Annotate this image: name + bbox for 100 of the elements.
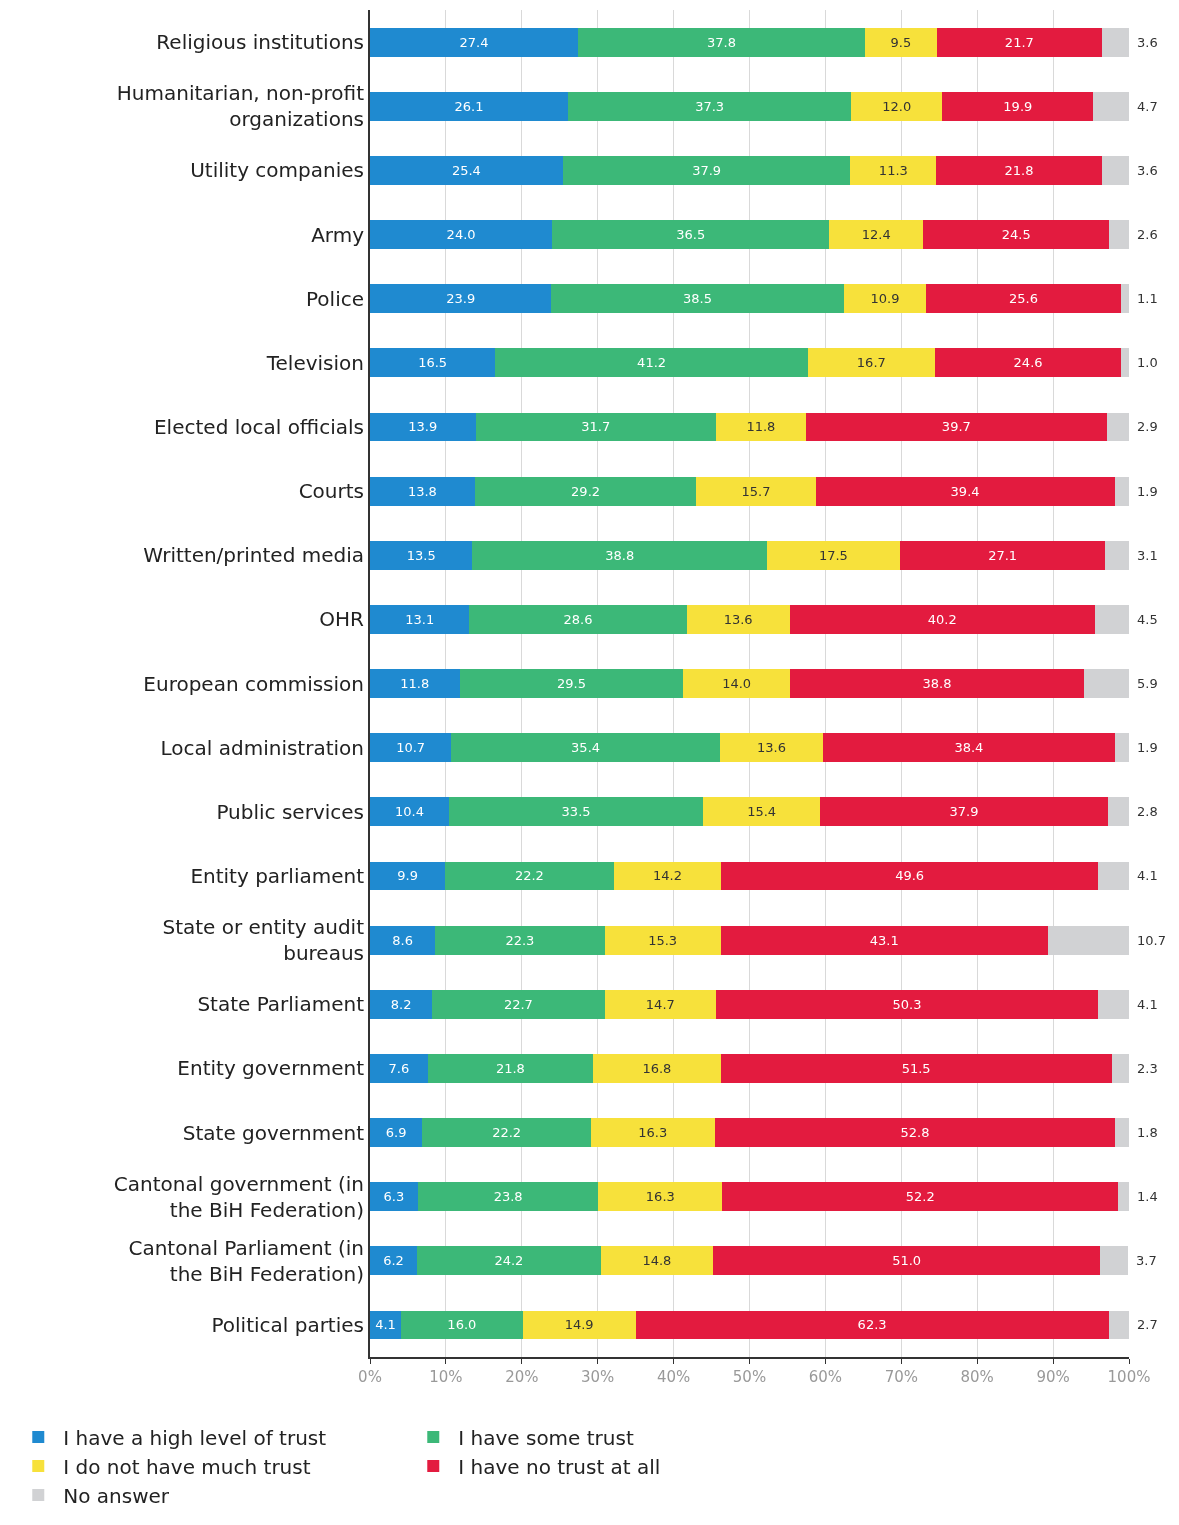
bar [843,284,927,314]
bar [713,1246,1101,1276]
bar [683,669,790,698]
data-label: 35.4 [571,740,601,756]
bar [370,604,470,634]
y-tick-label: Army [311,222,365,247]
bar [370,1246,418,1276]
y-tick-label: Entity government [177,1056,365,1081]
bar [686,604,790,634]
data-label: 11.8 [746,419,776,435]
bar [604,989,717,1019]
data-label: 1.0 [1137,355,1158,370]
data-label: 31.7 [581,419,611,435]
bar [720,925,1048,955]
bar [1121,348,1129,378]
bar [1111,1053,1129,1083]
bar [469,604,687,634]
data-label: 6.9 [385,1125,407,1140]
data-label: 1.9 [1137,740,1158,755]
data-label: 29.5 [557,676,586,691]
bar [635,1310,1109,1340]
data-label: 1.9 [1137,484,1158,499]
data-label: 2.3 [1137,1061,1158,1076]
bar [696,476,816,506]
y-tick-label: Television [265,350,364,375]
bar [716,412,806,442]
bar [370,669,460,698]
data-label: 4.7 [1137,99,1158,114]
bar [370,27,578,57]
data-label: 37.9 [949,804,979,820]
bar [551,284,844,314]
y-tick-label: Cantonal government (in the BiH Federation) [113,1171,364,1222]
bar [370,540,473,570]
data-label: 62.3 [857,1317,887,1333]
bar [370,220,553,249]
data-label: 50.3 [892,996,922,1012]
bar [370,797,449,827]
bar [600,1246,714,1276]
data-label: 12.4 [861,227,891,242]
bar [829,220,924,249]
data-label: 13.8 [407,483,437,499]
data-label: 4.1 [1137,997,1158,1012]
data-label: 36.5 [676,227,706,242]
data-label: 22.7 [503,996,533,1012]
bar [445,861,614,891]
data-label: 27.1 [988,547,1018,563]
bar [1106,412,1129,442]
data-label: 11.8 [400,676,430,691]
bar [370,1118,423,1147]
legend-label: I have some trust [458,1425,634,1450]
bar [370,476,475,506]
bar [370,733,452,763]
data-label: 21.8 [495,1060,525,1076]
bar [820,797,1108,827]
bar [1101,155,1129,185]
data-label: 1.1 [1137,291,1158,306]
data-label: 2.9 [1137,419,1158,434]
bar [1097,989,1129,1019]
bar [370,412,476,442]
data-label: 21.7 [1004,34,1034,50]
data-label: 6.3 [383,1189,405,1205]
data-label: 2.6 [1137,227,1158,242]
y-tick-label: OHR [319,607,365,632]
bar [851,91,943,121]
bar [370,861,446,891]
y-tick-label: State government [182,1120,365,1145]
y-tick-label: Courts [298,479,364,504]
data-label: 9.9 [397,868,418,884]
bar [472,540,767,570]
x-tick-label: 40% [656,1368,691,1386]
bar [593,1053,721,1083]
data-label: 38.5 [683,291,712,307]
y-tick-label: Cantonal Parliament (in the BiH Federation) [128,1235,364,1286]
bar [923,220,1110,249]
data-label: 21.8 [1004,162,1034,178]
bar [714,1118,1116,1147]
data-label: 49.6 [895,868,925,884]
x-tick-label: 30% [581,1368,615,1386]
data-label: 33.5 [561,804,591,820]
data-label: 14.9 [564,1317,594,1333]
bar [598,1182,723,1212]
bar [815,476,1115,506]
bar [613,861,722,891]
bar [604,925,721,955]
bar [722,1182,1119,1212]
bar [448,797,704,827]
bar [1093,91,1129,121]
data-label: 51.5 [901,1060,931,1076]
x-tick-label: 20% [505,1368,539,1386]
data-label: 38.8 [605,547,635,563]
bar [1105,540,1129,570]
data-label: 3.6 [1137,163,1158,178]
data-label: 24.6 [1013,355,1043,371]
data-label: 14.0 [722,676,752,691]
legend-label: I have a high level of trust [63,1425,327,1450]
data-label: 41.2 [637,355,667,371]
data-label: 16.8 [642,1060,672,1076]
data-label: 22.2 [514,868,544,884]
data-label: 14.8 [642,1253,672,1269]
data-label: 38.8 [922,676,952,691]
